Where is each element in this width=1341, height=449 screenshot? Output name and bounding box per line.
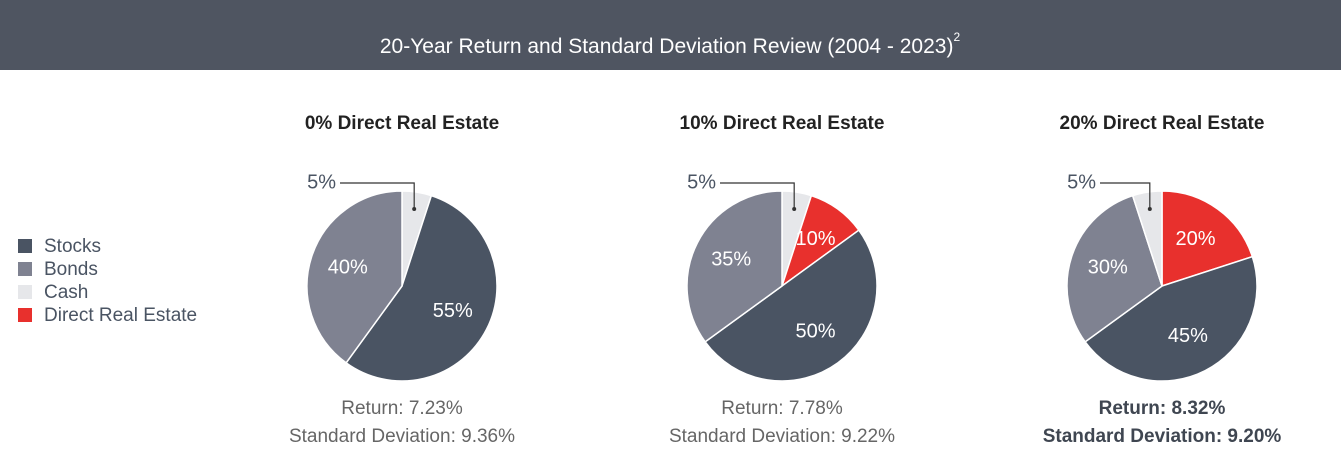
legend-swatch: [18, 308, 32, 322]
legend-label: Bonds: [44, 259, 98, 280]
pie-slice: [1084, 255, 1258, 382]
slice-label: 35%: [711, 248, 751, 270]
legend-swatch: [18, 239, 32, 253]
leader-dot: [1147, 207, 1152, 212]
leader-line: [720, 182, 795, 210]
slice-label: 30%: [1088, 257, 1128, 279]
footnote-mark: 2: [953, 30, 960, 44]
pie-slice: [686, 190, 783, 343]
stat-line: Return: 7.78%: [721, 398, 843, 419]
slice-label: 55%: [433, 300, 473, 322]
stat-line: Standard Deviation: 9.22%: [669, 426, 895, 447]
slice-label: 20%: [1175, 228, 1215, 250]
pie-slice: [704, 229, 878, 382]
title-text: 20-Year Return and Standard Deviation Re…: [380, 35, 954, 58]
slice-label: 50%: [795, 320, 835, 342]
leader-dot: [792, 207, 797, 212]
stat-line: Standard Deviation: 9.36%: [289, 426, 515, 447]
slice-label: 40%: [328, 257, 368, 279]
header-title: 20-Year Return and Standard Deviation Re…: [380, 30, 961, 57]
stat-line: Standard Deviation: 9.20%: [1043, 426, 1282, 447]
legend-label: Cash: [44, 282, 88, 303]
stat-line: Return: 7.23%: [341, 398, 463, 419]
pie-title: 0% Direct Real Estate: [305, 113, 499, 134]
slice-label: 10%: [795, 228, 835, 250]
leader-line: [340, 182, 415, 210]
legend-label: Direct Real Estate: [44, 305, 197, 326]
pie-title: 10% Direct Real Estate: [680, 113, 885, 134]
slice-label: 45%: [1168, 325, 1208, 347]
pie-slice: [1066, 194, 1163, 343]
slice-label: 5%: [1067, 171, 1096, 193]
stat-line: Return: 8.32%: [1099, 398, 1226, 419]
legend-label: Stocks: [44, 236, 101, 257]
legend-swatch: [18, 262, 32, 276]
leader-dot: [412, 207, 417, 212]
leader-line: [1100, 182, 1151, 210]
pie-slice: [306, 190, 403, 364]
slice-label: 5%: [307, 171, 336, 193]
pie-title: 20% Direct Real Estate: [1060, 113, 1265, 134]
pie-slice: [1131, 190, 1163, 287]
pie-slice: [345, 194, 498, 382]
pie-slice: [1161, 190, 1254, 288]
slice-label: 5%: [687, 171, 716, 193]
legend-swatch: [18, 285, 32, 299]
header-bar: [0, 0, 1341, 70]
